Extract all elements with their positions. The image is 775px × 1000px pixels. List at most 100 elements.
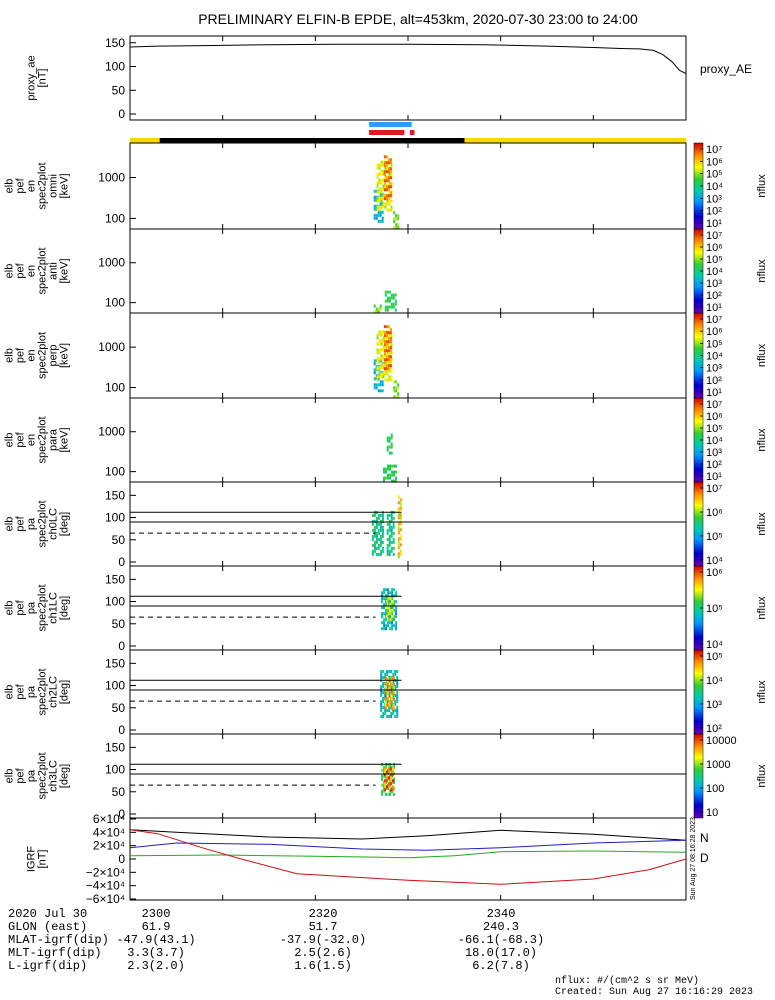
spectrogram-pixel bbox=[378, 172, 381, 176]
pitch-pixel bbox=[394, 694, 397, 697]
pitch-pixel bbox=[384, 685, 387, 689]
spectrogram-pixel bbox=[389, 191, 392, 195]
sunlight-bar-yellow bbox=[464, 138, 686, 143]
spectrogram-pixel bbox=[388, 375, 391, 379]
pitch-pixel bbox=[387, 771, 390, 775]
pitch-pixel bbox=[383, 621, 386, 625]
pitch-panel-frame bbox=[129, 649, 687, 735]
pitch-pixel bbox=[384, 682, 387, 686]
pitch-pixel bbox=[389, 773, 392, 777]
pitch-pixel bbox=[396, 709, 399, 712]
igrf-series-d bbox=[129, 829, 687, 885]
spectrogram-pixel bbox=[397, 223, 400, 227]
pitch-pixel bbox=[389, 597, 392, 601]
spectrogram-pixel bbox=[373, 195, 376, 199]
pitch-pixel bbox=[384, 697, 387, 701]
spectrogram-pixel bbox=[382, 348, 385, 352]
pitch-pixel bbox=[381, 615, 384, 619]
spectrogram-pixel bbox=[378, 199, 381, 203]
pitch-tick-label: 0 bbox=[118, 555, 125, 569]
spectrogram-pixel bbox=[384, 372, 387, 376]
pitch-pixel bbox=[385, 773, 388, 777]
spectrogram-pixel bbox=[386, 445, 389, 449]
spectrogram-pixel bbox=[383, 188, 386, 192]
pitch-pixel bbox=[388, 706, 391, 709]
pitch-pixel bbox=[391, 770, 394, 774]
pitch-pixel bbox=[392, 676, 395, 680]
spectrogram-pixel bbox=[383, 476, 385, 480]
footer-row-label: MLAT-igrf(dip) bbox=[8, 933, 109, 947]
pitch-pixel bbox=[388, 537, 391, 541]
spectrogram-pixel bbox=[395, 395, 398, 399]
spectrogram-pixel bbox=[385, 467, 387, 471]
pitch-pixel bbox=[391, 615, 394, 619]
pitch-pixel bbox=[375, 525, 378, 529]
pitch-pixel bbox=[382, 700, 385, 703]
spectrogram-pixel bbox=[380, 205, 383, 209]
pitch-pixel bbox=[391, 591, 394, 595]
pitch-colorbar-label: 10⁶ bbox=[706, 567, 723, 579]
pitch-pixel bbox=[391, 606, 394, 610]
spectrogram-pixel bbox=[376, 166, 379, 170]
spectrogram-pixel bbox=[389, 364, 392, 368]
pitch-pixel bbox=[377, 513, 380, 517]
pitch-pixel bbox=[392, 525, 395, 529]
pitch-pixel bbox=[381, 768, 384, 772]
pitch-pixel bbox=[375, 552, 378, 556]
spectrogram-pixel bbox=[376, 375, 379, 379]
spectrogram-pixel bbox=[376, 333, 379, 337]
pitch-pixel bbox=[389, 788, 392, 792]
pitch-panel-ylabel-line: [deg] bbox=[59, 596, 71, 620]
pitch-pixel bbox=[389, 776, 392, 780]
spectrogram-pixel bbox=[380, 366, 383, 370]
pitch-pixel bbox=[375, 540, 378, 544]
spectrogram-pixel bbox=[376, 205, 379, 209]
pitch-pixel bbox=[377, 516, 380, 520]
spectrogram-pixel bbox=[391, 464, 393, 468]
spectrogram-pixel bbox=[384, 308, 387, 312]
pitch-pixel bbox=[383, 773, 386, 777]
spectrogram-pixel bbox=[379, 201, 382, 205]
pitch-pixel bbox=[385, 615, 388, 619]
pitch-pixel bbox=[371, 519, 374, 523]
energy-colorbar-title: nflux bbox=[756, 174, 768, 198]
spectrogram-pixel bbox=[386, 308, 389, 312]
pitch-pixel bbox=[381, 519, 384, 523]
spectrogram-pixel bbox=[384, 205, 387, 209]
pitch-pixel bbox=[373, 549, 376, 553]
spectrogram-pixel bbox=[387, 367, 390, 371]
pitch-pixel bbox=[382, 682, 385, 685]
pitch-pixel bbox=[395, 627, 398, 631]
pitch-pixel bbox=[385, 624, 388, 628]
spectrogram-pixel bbox=[386, 351, 389, 355]
pitch-tick-label: 50 bbox=[112, 785, 126, 799]
spectrogram-pixel bbox=[386, 166, 389, 170]
spectrogram-pixel bbox=[390, 351, 393, 355]
spectrogram-pixel bbox=[376, 336, 379, 340]
pitch-pixel bbox=[386, 679, 389, 683]
spectrogram-pixel bbox=[373, 204, 376, 208]
spectrogram-pixel bbox=[397, 226, 400, 230]
spectrogram-pixel bbox=[385, 161, 388, 165]
pitch-pixel bbox=[371, 528, 374, 532]
spectrogram-pixel bbox=[375, 307, 378, 311]
energy-colorbar-label: 10¹ bbox=[706, 302, 722, 314]
pitch-pixel bbox=[389, 615, 392, 619]
pitch-pixel bbox=[387, 591, 390, 595]
pitch-pixel bbox=[387, 588, 390, 592]
pitch-pixel bbox=[375, 546, 378, 550]
pitch-pixel bbox=[390, 534, 393, 538]
pitch-pixel bbox=[383, 612, 386, 616]
spectrogram-pixel bbox=[389, 473, 391, 477]
spectrogram-pixel bbox=[385, 176, 388, 180]
spectrogram-pixel bbox=[380, 348, 383, 352]
pitch-panel-ylabel-line: elb bbox=[4, 769, 16, 784]
igrf-ylabel: IGRF [nT] bbox=[26, 846, 49, 873]
pitch-pixel bbox=[388, 543, 391, 547]
spectrogram-pixel bbox=[386, 360, 389, 364]
ae-tick-label: 0 bbox=[118, 107, 125, 121]
pitch-pixel bbox=[384, 712, 387, 715]
spectrogram-pixel bbox=[383, 361, 386, 365]
spectrogram-pixel bbox=[377, 368, 380, 372]
spectrogram-pixel bbox=[383, 331, 386, 335]
